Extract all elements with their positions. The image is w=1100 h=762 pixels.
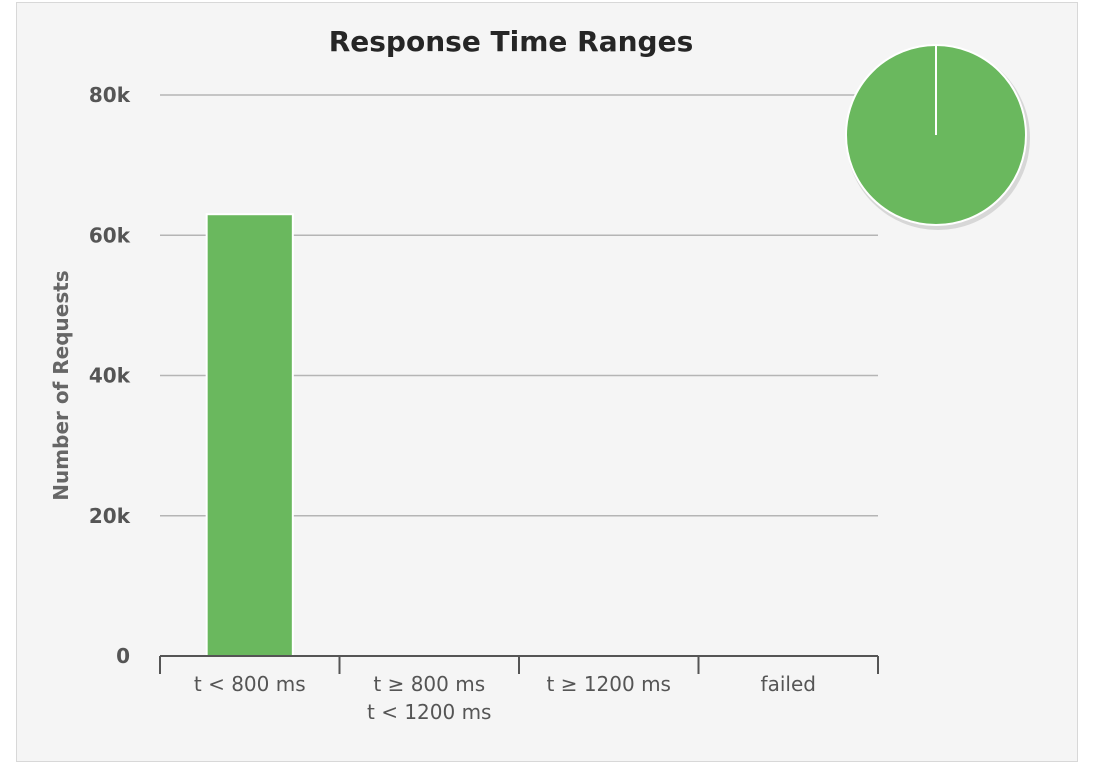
y-axis-ticks: 0 20k 40k 60k 80k: [89, 83, 131, 668]
x-tick-label: t < 800 ms: [194, 672, 306, 696]
y-tick-label: 0: [116, 644, 130, 668]
x-tick-label: t ≥ 800 ms t < 1200 ms: [367, 672, 491, 724]
y-tick-label: 60k: [89, 223, 131, 247]
y-tick-label: 20k: [89, 504, 131, 528]
x-tick-label: failed: [761, 672, 816, 696]
inset-pie-chart: [845, 44, 1030, 230]
y-tick-label: 40k: [89, 364, 131, 388]
y-tick-label: 80k: [89, 83, 131, 107]
bar-layer: [205, 213, 294, 657]
x-axis: [159, 655, 879, 674]
chart-title: Response Time Ranges: [329, 25, 694, 58]
x-axis-ticks: t < 800 ms t ≥ 800 ms t < 1200 ms t ≥ 1200 …: [194, 672, 816, 724]
y-axis-label: Number of Requests: [49, 270, 73, 500]
x-tick-label: t ≥ 1200 ms: [547, 672, 671, 696]
bar-0: [205, 213, 294, 657]
